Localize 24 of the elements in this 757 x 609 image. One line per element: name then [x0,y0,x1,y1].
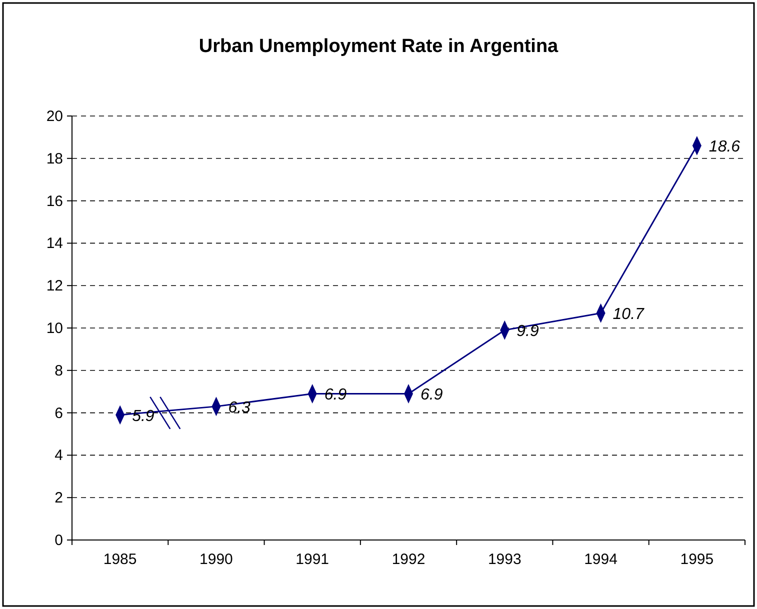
x-tick-label: 1990 [200,551,233,568]
chart-title: Urban Unemployment Rate in Argentina [198,36,559,57]
data-label: 6.9 [420,386,443,404]
y-tick-label: 4 [54,447,63,464]
y-tick-label: 10 [46,320,63,337]
data-label: 9.9 [516,323,539,340]
y-tick-label: 12 [46,278,63,295]
y-tick-label: 6 [54,404,63,422]
x-tick-label: 1991 [296,551,330,568]
x-tick-label: 1985 [103,551,137,568]
y-tick-label: 2 [54,490,63,507]
y-tick-label: 18 [46,150,63,168]
y-tick-label: 8 [54,362,63,380]
x-tick-label: 1994 [584,551,618,568]
y-tick-label: 0 [54,532,63,549]
x-tick-label: 1992 [392,551,426,568]
x-tick-label: 1993 [488,551,522,568]
y-tick-label: 16 [46,192,63,210]
x-tick-label: 1995 [680,551,714,568]
y-tick-label: 20 [46,108,63,125]
data-label: 18.6 [708,138,740,156]
y-tick-label: 14 [46,235,63,252]
data-label: 10.7 [612,306,646,324]
data-label: 6.3 [228,399,251,416]
